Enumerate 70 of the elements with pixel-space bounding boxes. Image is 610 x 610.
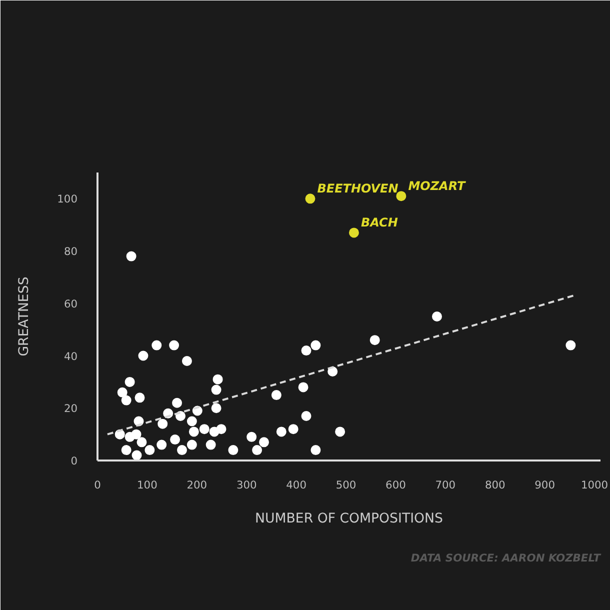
x-tick-label: 0 xyxy=(94,478,102,492)
point xyxy=(259,437,270,448)
point xyxy=(138,350,148,361)
point xyxy=(144,445,155,456)
y-tick-label: 100 xyxy=(57,192,78,206)
point xyxy=(117,387,128,398)
point xyxy=(301,411,312,421)
annotation: BEETHOVEN xyxy=(317,182,398,196)
point xyxy=(131,429,142,440)
point xyxy=(370,335,380,346)
point xyxy=(170,434,180,445)
point xyxy=(252,445,262,456)
annotation: BACH xyxy=(360,216,398,230)
point xyxy=(211,403,222,414)
point xyxy=(432,312,442,322)
point xyxy=(169,340,180,350)
y-axis-title: GREATNESS xyxy=(17,276,32,356)
y-tick-label: 0 xyxy=(70,454,78,468)
point xyxy=(228,445,238,456)
point xyxy=(182,356,192,366)
point xyxy=(172,398,182,408)
point xyxy=(246,432,257,442)
y-tick-label: 40 xyxy=(64,350,78,363)
point xyxy=(305,194,316,204)
x-tick-label: 600 xyxy=(386,478,406,492)
point xyxy=(136,437,147,448)
x-tick-label: 700 xyxy=(435,478,456,492)
y-tick-label: 20 xyxy=(64,402,78,416)
x-tick-label: 500 xyxy=(336,478,356,492)
y-tick-label: 80 xyxy=(64,245,78,258)
point xyxy=(288,424,298,434)
x-tick-label: 800 xyxy=(484,478,506,492)
x-tick-label: 1000 xyxy=(580,478,608,492)
point xyxy=(566,340,576,350)
annotation: MOZART xyxy=(408,179,466,194)
x-tick-label: 300 xyxy=(236,478,257,492)
point xyxy=(212,374,223,384)
point xyxy=(310,340,321,350)
point xyxy=(134,392,145,403)
x-tick-label: 400 xyxy=(286,478,307,492)
x-tick-label: 900 xyxy=(534,478,556,492)
point xyxy=(348,228,359,238)
source-note: DATA SOURCE: AARON KOZBELT xyxy=(410,552,602,564)
point xyxy=(121,395,132,406)
point xyxy=(396,191,406,202)
point xyxy=(271,390,282,400)
point xyxy=(186,440,197,450)
point xyxy=(124,376,135,387)
point xyxy=(211,384,222,395)
point xyxy=(298,382,308,392)
point xyxy=(132,450,142,460)
point xyxy=(121,445,132,456)
point xyxy=(186,416,197,426)
point xyxy=(276,426,286,437)
point xyxy=(206,440,216,450)
x-axis-title: NUMBER OF COMPOSITIONS xyxy=(255,512,443,526)
y-tick-label: 60 xyxy=(64,297,78,310)
point xyxy=(216,424,226,434)
point xyxy=(152,340,162,350)
point xyxy=(310,445,321,456)
point xyxy=(188,426,199,437)
point xyxy=(176,445,187,456)
point xyxy=(335,426,346,437)
point xyxy=(156,440,167,450)
point xyxy=(199,424,210,434)
x-tick-label: 200 xyxy=(186,478,208,492)
point xyxy=(158,418,168,429)
point xyxy=(126,251,136,262)
x-tick-label: 100 xyxy=(137,478,158,492)
point xyxy=(301,346,312,356)
